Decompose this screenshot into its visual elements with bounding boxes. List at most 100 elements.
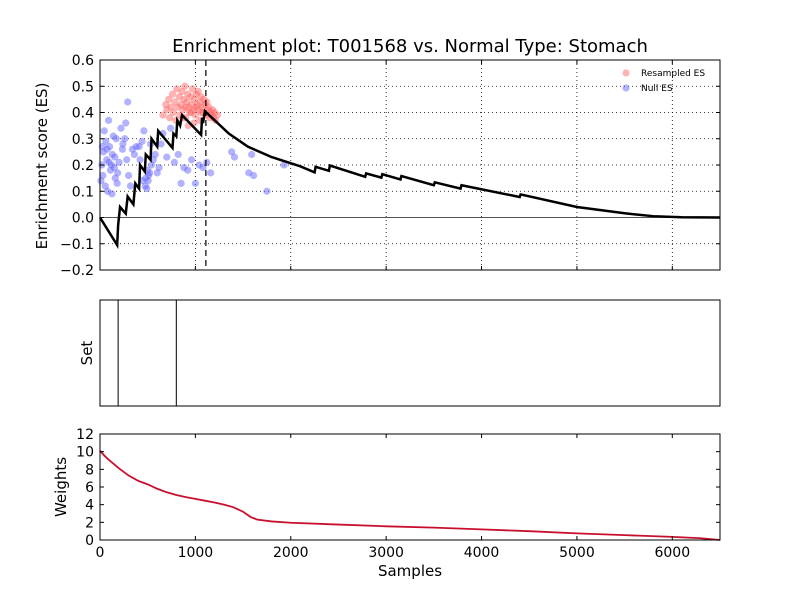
resampled-es-point	[169, 108, 178, 117]
resampled-es-point	[194, 87, 202, 96]
resampled-es-point	[181, 103, 189, 111]
null-es-point	[100, 127, 108, 135]
null-es-point	[108, 190, 116, 198]
null-es-point	[141, 182, 149, 190]
null-es-point	[280, 161, 288, 169]
null-es-point	[102, 137, 110, 145]
chart-title: Enrichment plot: T001568 vs. Normal Type…	[172, 36, 648, 57]
null-es-point	[249, 171, 258, 180]
null-es-point	[174, 150, 182, 159]
null-es-point	[146, 169, 154, 177]
resampled-es-point	[168, 90, 177, 98]
weights-y-tick-label: 8	[85, 462, 94, 478]
es-y-axis-label: Enrichment score (ES)	[33, 83, 51, 250]
weights-y-tick-label: 6	[85, 480, 94, 496]
es-y-tick-label: 0.5	[72, 79, 94, 95]
null-es-point	[177, 179, 185, 187]
null-es-point	[123, 156, 131, 164]
legend-null-marker	[622, 84, 630, 92]
null-es-point	[207, 169, 215, 177]
resampled-es-point	[188, 85, 197, 93]
null-es-point	[203, 158, 211, 166]
null-es-point	[187, 156, 196, 164]
null-es-point	[163, 153, 171, 161]
null-es-point	[122, 119, 130, 127]
es-legend: Resampled ES Null ES	[622, 69, 705, 94]
es-y-tick-label: 0.6	[72, 53, 94, 69]
x-tick-label: 0	[96, 545, 105, 561]
resampled-es-point	[213, 111, 221, 119]
legend-null-label: Null ES	[641, 84, 673, 94]
null-es-point	[230, 153, 239, 161]
es-y-tick-label: 0.3	[72, 132, 94, 148]
null-es-point	[248, 150, 256, 159]
null-es-point	[113, 179, 121, 187]
set-plot-frame	[99, 299, 721, 407]
es-y-tick-label: 0.1	[72, 184, 94, 200]
legend-resampled-marker	[622, 69, 630, 77]
x-tick-label: 5000	[559, 545, 595, 561]
null-es-point	[115, 158, 123, 166]
null-es-point	[138, 137, 146, 145]
x-tick-label: 4000	[464, 545, 500, 561]
null-es-point	[151, 150, 159, 159]
weights-y-tick-label: 4	[85, 498, 94, 514]
weights-y-tick-label: 10	[76, 445, 94, 461]
es-y-tick-label: −0.2	[60, 263, 94, 279]
null-es-point	[136, 156, 144, 164]
null-es-point	[263, 187, 271, 195]
null-es-point	[130, 150, 138, 159]
es-y-tick-label: 0.2	[72, 158, 94, 174]
legend-resampled-label: Resampled ES	[641, 69, 705, 79]
weights-y-axis-label: Weights	[52, 457, 70, 517]
weights-y-tick-label: 0	[85, 533, 94, 549]
null-es-point	[117, 124, 125, 132]
null-es-point	[111, 153, 119, 161]
x-tick-label: 1000	[178, 545, 214, 561]
null-es-point	[124, 98, 132, 106]
weights-plot-frame	[99, 433, 721, 541]
null-es-point	[166, 124, 175, 132]
null-es-point	[126, 182, 135, 190]
resampled-es-point	[178, 87, 186, 96]
null-es-point	[104, 116, 113, 124]
null-es-point	[144, 177, 152, 185]
null-es-point	[157, 140, 165, 148]
null-es-point	[101, 182, 109, 190]
es-series-line	[98, 108, 721, 250]
resampled-es-point	[187, 108, 195, 117]
null-es-point	[112, 135, 120, 143]
null-es-point	[170, 158, 178, 166]
null-es-point	[199, 164, 207, 172]
null-es-point	[105, 158, 113, 166]
null-es-point	[118, 145, 127, 153]
es-y-tick-label: −0.1	[60, 237, 94, 253]
set-panel	[99, 299, 721, 407]
set-y-axis-label: Set	[78, 341, 96, 366]
weights-series-line	[99, 450, 721, 541]
weights-y-tick-label: 2	[85, 515, 94, 531]
x-tick-label: 3000	[368, 545, 404, 561]
resampled-es-point	[171, 98, 179, 106]
resampled-es-point	[159, 111, 167, 119]
weights-y-tick-label: 12	[76, 427, 94, 443]
null-es-point	[228, 148, 236, 156]
null-es-point	[191, 179, 199, 187]
es-y-tick-label: 0.4	[72, 106, 94, 122]
resampled-es-point	[165, 95, 173, 103]
null-es-point	[135, 143, 143, 151]
null-es-point	[121, 135, 129, 143]
null-es-point	[103, 145, 111, 153]
null-es-point	[155, 164, 163, 172]
null-es-point	[114, 169, 122, 177]
null-es-point	[125, 171, 133, 180]
resampled-es-point	[192, 103, 200, 111]
resampled-es-point	[166, 114, 174, 122]
null-es-point	[110, 164, 118, 172]
resampled-es-point	[181, 82, 189, 90]
es-y-tick-label: 0.0	[72, 211, 94, 227]
es-panel: −0.2 −0.1 0.0 0.1 0.2 0.3 0.4 0.5 0.6 Resampled E…	[60, 53, 721, 279]
null-es-point	[140, 127, 148, 135]
